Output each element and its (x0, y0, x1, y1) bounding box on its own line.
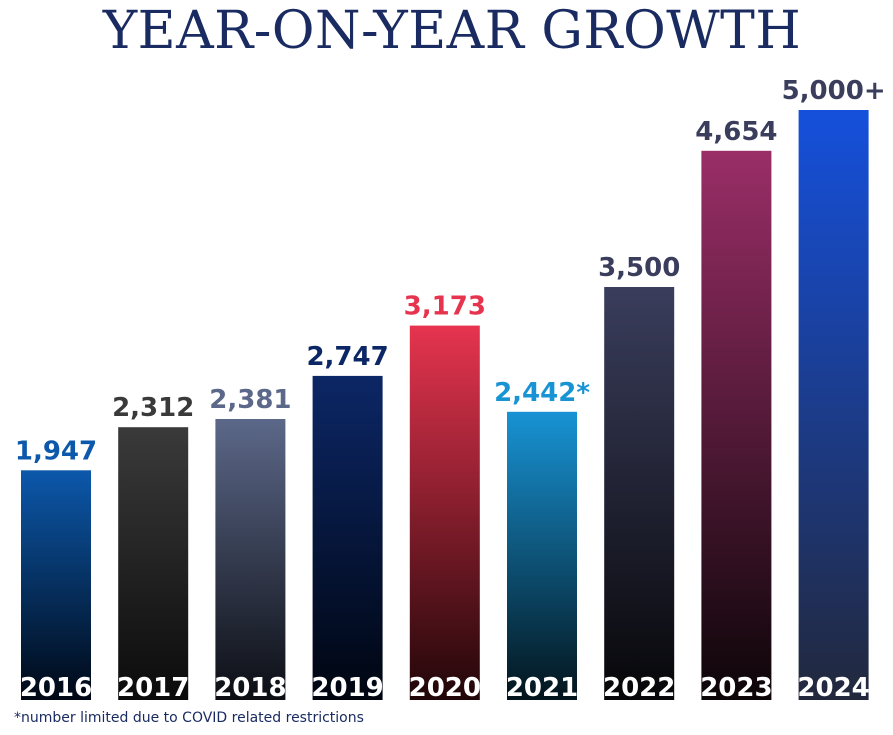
value-label-2019: 2,747 (306, 342, 388, 372)
value-label-2023: 4,654 (695, 117, 777, 147)
bar-2017 (118, 427, 189, 700)
bar-2024 (798, 110, 869, 700)
year-label-2024: 2024 (797, 673, 869, 703)
year-label-2019: 2019 (311, 673, 383, 703)
year-label-2016: 2016 (20, 673, 92, 703)
year-label-2022: 2022 (603, 673, 675, 703)
year-label-2018: 2018 (214, 673, 286, 703)
value-label-2016: 1,947 (15, 436, 97, 466)
value-label-2017: 2,312 (112, 393, 194, 423)
value-label-2021: 2,442* (494, 378, 590, 408)
chart-title: YEAR-ON-YEAR GROWTH (102, 1, 801, 61)
bar-2020 (409, 325, 480, 700)
value-label-2018: 2,381 (209, 385, 291, 415)
value-label-2020: 3,173 (404, 292, 486, 322)
bar-2019 (312, 375, 383, 700)
year-label-2021: 2021 (506, 673, 578, 703)
bar-2021 (507, 411, 577, 700)
bar-2018 (215, 419, 286, 700)
footnote: *number limited due to COVID related res… (14, 710, 364, 726)
bar-2022 (604, 287, 675, 700)
year-label-2020: 2020 (409, 673, 481, 703)
value-label-2024: 5,000+ (782, 76, 886, 106)
year-label-2023: 2023 (700, 673, 772, 703)
bar-2016 (21, 470, 91, 700)
value-label-2022: 3,500 (598, 253, 680, 283)
bar-2023 (701, 150, 772, 701)
year-label-2017: 2017 (117, 673, 189, 703)
bars-layer: 1,947 2016 2,312 2017 2,381 2018 2,747 2019 3,17… (15, 76, 886, 703)
